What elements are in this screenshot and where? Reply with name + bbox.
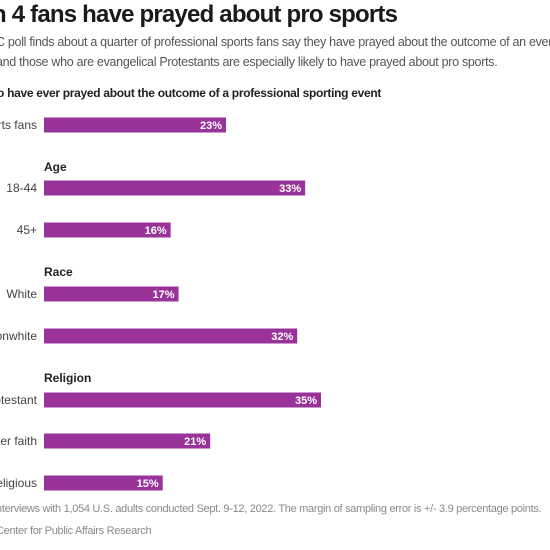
- chart-heading: o have ever prayed about the outcome of …: [0, 86, 382, 100]
- data-label: 21%: [184, 436, 206, 448]
- footer-note: nterviews with 1,054 U.S. adults conduct…: [0, 503, 542, 515]
- category-label: her faith: [0, 434, 37, 448]
- footer-source: Center for Public Affairs Research: [0, 525, 152, 537]
- chart-subtitle: C poll finds about a quarter of professi…: [0, 32, 550, 72]
- category-label: 18-44: [6, 181, 37, 195]
- subtitle-line: and those who are evangelical Protestant…: [0, 55, 498, 69]
- data-label: 32%: [271, 331, 293, 343]
- bar: [44, 433, 211, 449]
- data-label: 16%: [145, 225, 167, 237]
- bar: [44, 286, 179, 302]
- bar: [44, 392, 321, 408]
- bar: [44, 180, 306, 196]
- group-heading: Religion: [44, 371, 91, 385]
- category-label: 45+: [17, 223, 37, 237]
- category-label: orts fans: [0, 118, 37, 132]
- data-label: 15%: [137, 478, 159, 490]
- group-heading: Age: [44, 160, 67, 174]
- category-label: rotestant: [0, 393, 38, 407]
- category-label: White: [6, 287, 37, 301]
- bar: [44, 328, 298, 344]
- data-label: 33%: [279, 183, 301, 195]
- chart-title: n 4 fans have prayed about pro sports: [0, 1, 398, 28]
- category-label: religious: [0, 476, 37, 490]
- bar: [44, 475, 163, 491]
- data-label: 35%: [295, 395, 317, 407]
- group-heading: Race: [44, 265, 73, 279]
- bar: [44, 117, 227, 133]
- category-label: onwhite: [0, 329, 37, 343]
- data-label: 23%: [200, 120, 222, 132]
- subtitle-line: C poll finds about a quarter of professi…: [0, 35, 550, 49]
- data-label: 17%: [153, 289, 175, 301]
- bar: [44, 222, 171, 238]
